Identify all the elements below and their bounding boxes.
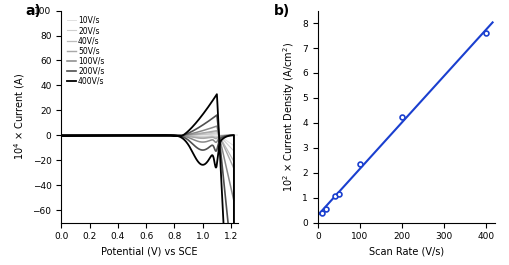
20V/s (58, 134, 64, 137)
40V/s (213, 130, 219, 133)
20V/s (116, 134, 122, 137)
20V/s (221, 134, 228, 137)
20V/s (174, 134, 180, 137)
Text: a): a) (26, 4, 42, 18)
400V/s (58, 134, 64, 138)
10V/s (58, 134, 64, 137)
40V/s (208, 131, 214, 134)
50V/s (58, 134, 64, 137)
50V/s (213, 129, 219, 132)
50V/s (221, 134, 228, 137)
200V/s (208, 118, 214, 121)
Y-axis label: $10^{2}$ $\times$ Current Density (A/cm$^{2}$): $10^{2}$ $\times$ Current Density (A/cm$… (280, 42, 296, 192)
20V/s (58, 134, 64, 137)
200V/s (104, 134, 110, 137)
200V/s (116, 134, 122, 137)
200V/s (221, 135, 228, 138)
50V/s (174, 134, 180, 137)
50V/s (214, 136, 220, 139)
Line: 50V/s: 50V/s (61, 131, 234, 169)
50V/s (104, 134, 110, 137)
40V/s (231, 160, 237, 163)
40V/s (104, 134, 110, 137)
400V/s (174, 134, 180, 138)
10V/s (214, 135, 220, 138)
100V/s (58, 134, 64, 137)
20V/s (213, 131, 219, 135)
50V/s (116, 134, 122, 137)
20V/s (208, 132, 214, 135)
10V/s (116, 134, 122, 137)
100V/s (58, 134, 64, 137)
Y-axis label: $10^{4}$ $\times$ Current (A): $10^{4}$ $\times$ Current (A) (12, 73, 27, 160)
10V/s (231, 144, 237, 147)
Line: 10V/s: 10V/s (61, 134, 234, 146)
100V/s (116, 134, 122, 137)
40V/s (221, 134, 228, 137)
10V/s (208, 132, 214, 136)
100V/s (214, 139, 220, 142)
Line: 40V/s: 40V/s (61, 132, 234, 161)
Legend: 10V/s, 20V/s, 40V/s, 50V/s, 100V/s, 200V/s, 400V/s: 10V/s, 20V/s, 40V/s, 50V/s, 100V/s, 200V… (65, 14, 106, 87)
40V/s (58, 134, 64, 137)
Line: 100V/s: 100V/s (61, 126, 234, 201)
100V/s (104, 134, 110, 137)
40V/s (116, 134, 122, 137)
Line: 20V/s: 20V/s (61, 133, 234, 151)
400V/s (213, 92, 219, 96)
X-axis label: Scan Rate (V/s): Scan Rate (V/s) (368, 247, 443, 257)
40V/s (58, 134, 64, 137)
10V/s (213, 132, 219, 135)
X-axis label: Potential (V) vs SCE: Potential (V) vs SCE (101, 247, 197, 257)
Line: 200V/s: 200V/s (61, 115, 234, 265)
100V/s (208, 126, 214, 130)
200V/s (213, 113, 219, 117)
400V/s (208, 101, 214, 104)
40V/s (174, 134, 180, 137)
400V/s (221, 136, 228, 139)
100V/s (174, 134, 180, 137)
200V/s (214, 146, 220, 149)
10V/s (58, 134, 64, 137)
200V/s (58, 134, 64, 137)
Line: 400V/s: 400V/s (61, 94, 234, 265)
20V/s (104, 134, 110, 137)
10V/s (221, 134, 228, 137)
100V/s (231, 199, 237, 202)
20V/s (214, 135, 220, 138)
Text: b): b) (273, 4, 289, 18)
400V/s (116, 134, 122, 138)
50V/s (208, 130, 214, 133)
50V/s (58, 134, 64, 137)
100V/s (213, 125, 219, 128)
10V/s (174, 134, 180, 137)
20V/s (231, 149, 237, 153)
400V/s (58, 134, 64, 137)
200V/s (58, 134, 64, 137)
400V/s (214, 159, 220, 162)
200V/s (174, 134, 180, 137)
50V/s (231, 167, 237, 170)
10V/s (104, 134, 110, 137)
100V/s (221, 134, 228, 137)
40V/s (214, 136, 220, 139)
400V/s (104, 134, 110, 138)
